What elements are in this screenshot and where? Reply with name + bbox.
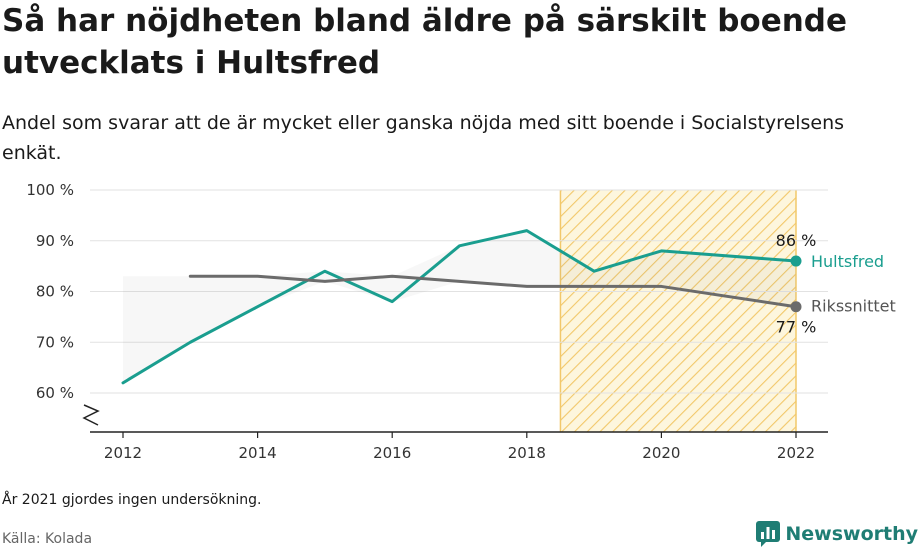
rikssnittet-series-label: Rikssnittet [811, 297, 896, 316]
y-tick-label: 70 % [36, 333, 74, 351]
highlight-hatch [560, 190, 796, 432]
y-tick-label: 100 % [26, 181, 74, 199]
x-tick-label: 2016 [373, 444, 411, 462]
footnote: År 2021 gjordes ingen undersökning. [2, 492, 262, 508]
brand-logo: Newsworthy [756, 518, 918, 550]
series-line-hultsfred [121, 229, 798, 385]
x-tick-label: 2014 [239, 444, 277, 462]
chart-subtitle: Andel som svarar att de är mycket eller … [2, 112, 845, 164]
x-tick-label: 2022 [777, 444, 815, 462]
hultsfred-series-label: Hultsfred [811, 252, 884, 271]
x-tick-label: 2012 [104, 444, 142, 462]
series-endpoint-rikssnittet [790, 301, 802, 313]
newsworthy-logo-icon [756, 521, 781, 547]
difference-band [123, 230, 796, 383]
y-tick-label: 60 % [36, 384, 74, 402]
axis-break-icon [82, 404, 100, 426]
series-endpoint-hultsfred [790, 255, 802, 267]
source-text: Källa: Kolada [2, 531, 93, 547]
highlight-region [559, 190, 797, 432]
hultsfred-value-label: 86 % [776, 231, 817, 250]
y-tick-label: 90 % [36, 232, 74, 250]
chart-labels: 86 % Hultsfred 77 % Rikssnittet [776, 231, 896, 337]
x-tick-label: 2018 [508, 444, 546, 462]
y-tick-label: 80 % [36, 283, 74, 301]
series-range-band [123, 230, 796, 383]
chart-title: Så har nöjdheten bland äldre på särskilt… [2, 3, 848, 81]
x-tick-label: 2020 [642, 444, 680, 462]
x-axis: 2012 2014 2016 2018 2020 2022 [82, 404, 828, 462]
series-line-rikssnittet [188, 274, 798, 309]
rikssnittet-value-label: 77 % [776, 318, 817, 337]
series-lines [121, 229, 802, 385]
brand-name: Newsworthy [785, 523, 918, 545]
